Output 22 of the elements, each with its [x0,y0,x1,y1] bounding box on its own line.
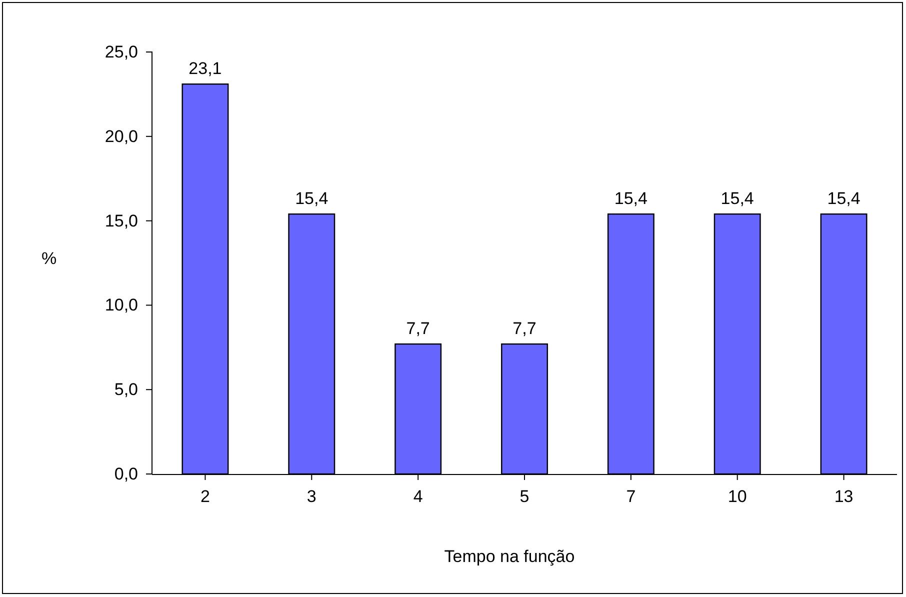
data-label: 15,4 [720,189,754,208]
data-label: 23,1 [188,59,222,78]
y-tick-label: 10,0 [104,296,138,315]
data-label: 7,7 [512,319,536,338]
data-label: 15,4 [827,189,860,208]
x-tick-label: 10 [728,487,747,506]
x-tick-label: 2 [200,487,210,506]
data-label: 15,4 [295,189,328,208]
data-label: 7,7 [406,319,430,338]
x-tick-label: 13 [834,487,854,506]
y-tick-label: 25,0 [104,42,138,62]
y-tick-label: 20,0 [104,126,138,146]
x-tick-label: 5 [520,487,530,506]
x-tick-label: 7 [626,487,636,506]
x-tick-label: 4 [413,487,423,506]
y-tick-label: 15,0 [104,211,138,230]
x-tick-label: 3 [306,487,316,506]
y-axis-title: % [41,249,57,268]
data-label: 15,4 [614,189,648,208]
y-tick-label: 5,0 [114,380,138,400]
x-axis-title: Tempo na função [444,547,575,566]
y-tick-label: 0,0 [114,464,138,484]
